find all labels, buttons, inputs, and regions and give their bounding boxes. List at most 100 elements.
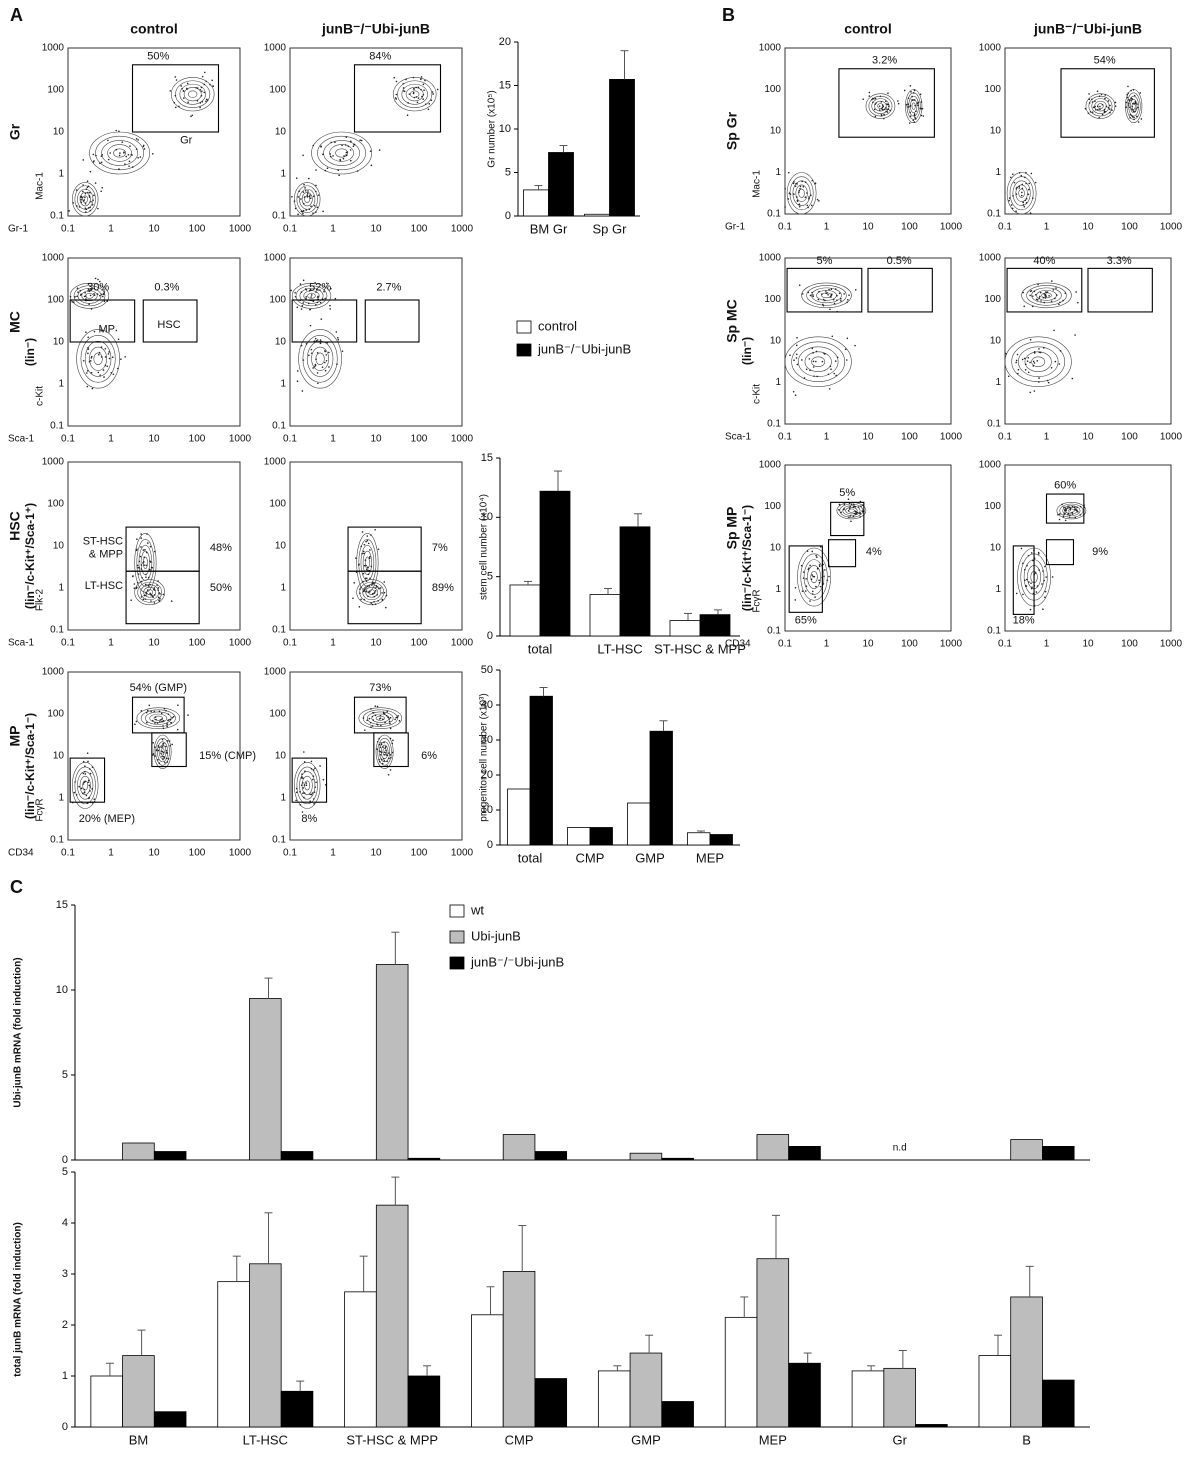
event-dot bbox=[1035, 182, 1037, 184]
event-dot bbox=[370, 602, 372, 604]
event-dot bbox=[301, 291, 303, 293]
event-dot bbox=[1038, 569, 1040, 571]
x-tick-label: 0.1 bbox=[61, 638, 75, 649]
row-sublabel: (lin⁻) bbox=[23, 338, 37, 366]
event-dot bbox=[304, 196, 306, 198]
event-dot bbox=[296, 788, 298, 790]
event-dot bbox=[315, 338, 317, 340]
event-dot bbox=[1026, 565, 1028, 567]
event-dot bbox=[374, 705, 376, 707]
event-dot bbox=[921, 115, 923, 117]
event-dot bbox=[395, 98, 397, 100]
event-dot bbox=[821, 293, 823, 295]
y-tick-label: 1 bbox=[280, 169, 286, 180]
event-dot bbox=[845, 349, 847, 351]
event-dot bbox=[1071, 512, 1073, 514]
event-dot bbox=[370, 150, 372, 152]
x-tick-label: 100 bbox=[189, 434, 206, 445]
event-dot bbox=[186, 88, 188, 90]
event-dot bbox=[381, 758, 383, 760]
event-dot bbox=[359, 592, 361, 594]
event-dot bbox=[796, 345, 798, 347]
gate-label: 50% bbox=[210, 582, 232, 594]
event-dot bbox=[302, 302, 304, 304]
error-bar bbox=[740, 1297, 748, 1317]
event-dot bbox=[85, 773, 87, 775]
event-dot bbox=[353, 144, 355, 146]
event-dot bbox=[1018, 369, 1020, 371]
y-tick-label: 1 bbox=[775, 167, 781, 178]
event-dot bbox=[368, 543, 370, 545]
event-dot bbox=[206, 99, 208, 101]
event-dot bbox=[101, 346, 103, 348]
event-dot bbox=[811, 205, 813, 207]
y-tick-label: 100 bbox=[764, 84, 781, 95]
event-dot bbox=[875, 98, 877, 100]
event-dot bbox=[1133, 89, 1135, 91]
event-dot bbox=[105, 365, 107, 367]
x-tick-label: CMP bbox=[576, 850, 605, 865]
event-dot bbox=[811, 578, 813, 580]
x-tick-label: 1000 bbox=[940, 222, 963, 233]
event-dot bbox=[394, 719, 396, 721]
event-dot bbox=[199, 107, 201, 109]
x-tick-label: 10 bbox=[862, 222, 874, 233]
event-dot bbox=[801, 359, 803, 361]
event-dot bbox=[130, 599, 132, 601]
event-dot bbox=[843, 293, 845, 295]
x-tick-label: ST-HSC & MPP bbox=[346, 1432, 438, 1447]
event-dot bbox=[1012, 195, 1014, 197]
event-dot bbox=[796, 183, 798, 185]
event-dot bbox=[88, 207, 90, 209]
event-dot bbox=[1069, 516, 1071, 518]
event-dot bbox=[201, 95, 203, 97]
event-dot bbox=[304, 761, 306, 763]
event-dot bbox=[107, 140, 109, 142]
panel-letter: C bbox=[10, 877, 23, 897]
event-dot bbox=[1026, 198, 1028, 200]
event-dot bbox=[1075, 291, 1077, 293]
event-dot bbox=[879, 109, 881, 111]
bar bbox=[662, 1158, 694, 1160]
event-dot bbox=[803, 186, 805, 188]
gate-label: 6% bbox=[421, 750, 437, 762]
x-tick-label: 10 bbox=[1082, 222, 1094, 233]
event-dot bbox=[882, 109, 884, 111]
event-dot bbox=[94, 331, 96, 333]
event-dot bbox=[907, 103, 909, 105]
event-dot bbox=[379, 761, 381, 763]
event-dot bbox=[390, 769, 392, 771]
event-dot bbox=[115, 130, 117, 132]
event-dot bbox=[1131, 106, 1133, 108]
legend-label: junB⁻/⁻Ubi-junB bbox=[537, 341, 631, 356]
legend-swatch bbox=[450, 957, 464, 969]
event-dot bbox=[1111, 109, 1113, 111]
event-dot bbox=[898, 103, 900, 105]
event-dot bbox=[378, 759, 380, 761]
y-tick-label: 0.1 bbox=[272, 625, 286, 636]
event-dot bbox=[1109, 108, 1111, 110]
event-dot bbox=[1024, 569, 1026, 571]
event-dot bbox=[374, 529, 376, 531]
event-dot bbox=[119, 155, 121, 157]
x-tick-label: MEP bbox=[696, 850, 724, 865]
row-label: HSC bbox=[7, 511, 23, 541]
y-tick-label: 1 bbox=[280, 379, 286, 390]
event-dot bbox=[1043, 580, 1045, 582]
event-dot bbox=[358, 563, 360, 565]
event-dot bbox=[124, 356, 126, 358]
event-dot bbox=[154, 746, 156, 748]
event-dot bbox=[309, 194, 311, 196]
event-dot bbox=[190, 115, 192, 117]
y-tick-label: 10 bbox=[56, 984, 68, 996]
event-dot bbox=[914, 121, 916, 123]
event-dot bbox=[1023, 206, 1025, 208]
y-tick-label: 5 bbox=[505, 166, 511, 178]
x-tick-label: 1 bbox=[824, 432, 830, 443]
event-dot bbox=[85, 203, 87, 205]
event-dot bbox=[1027, 360, 1029, 362]
y-tick-label: 100 bbox=[984, 294, 1001, 305]
event-dot bbox=[413, 92, 415, 94]
event-dot bbox=[357, 170, 359, 172]
event-dot bbox=[88, 780, 90, 782]
